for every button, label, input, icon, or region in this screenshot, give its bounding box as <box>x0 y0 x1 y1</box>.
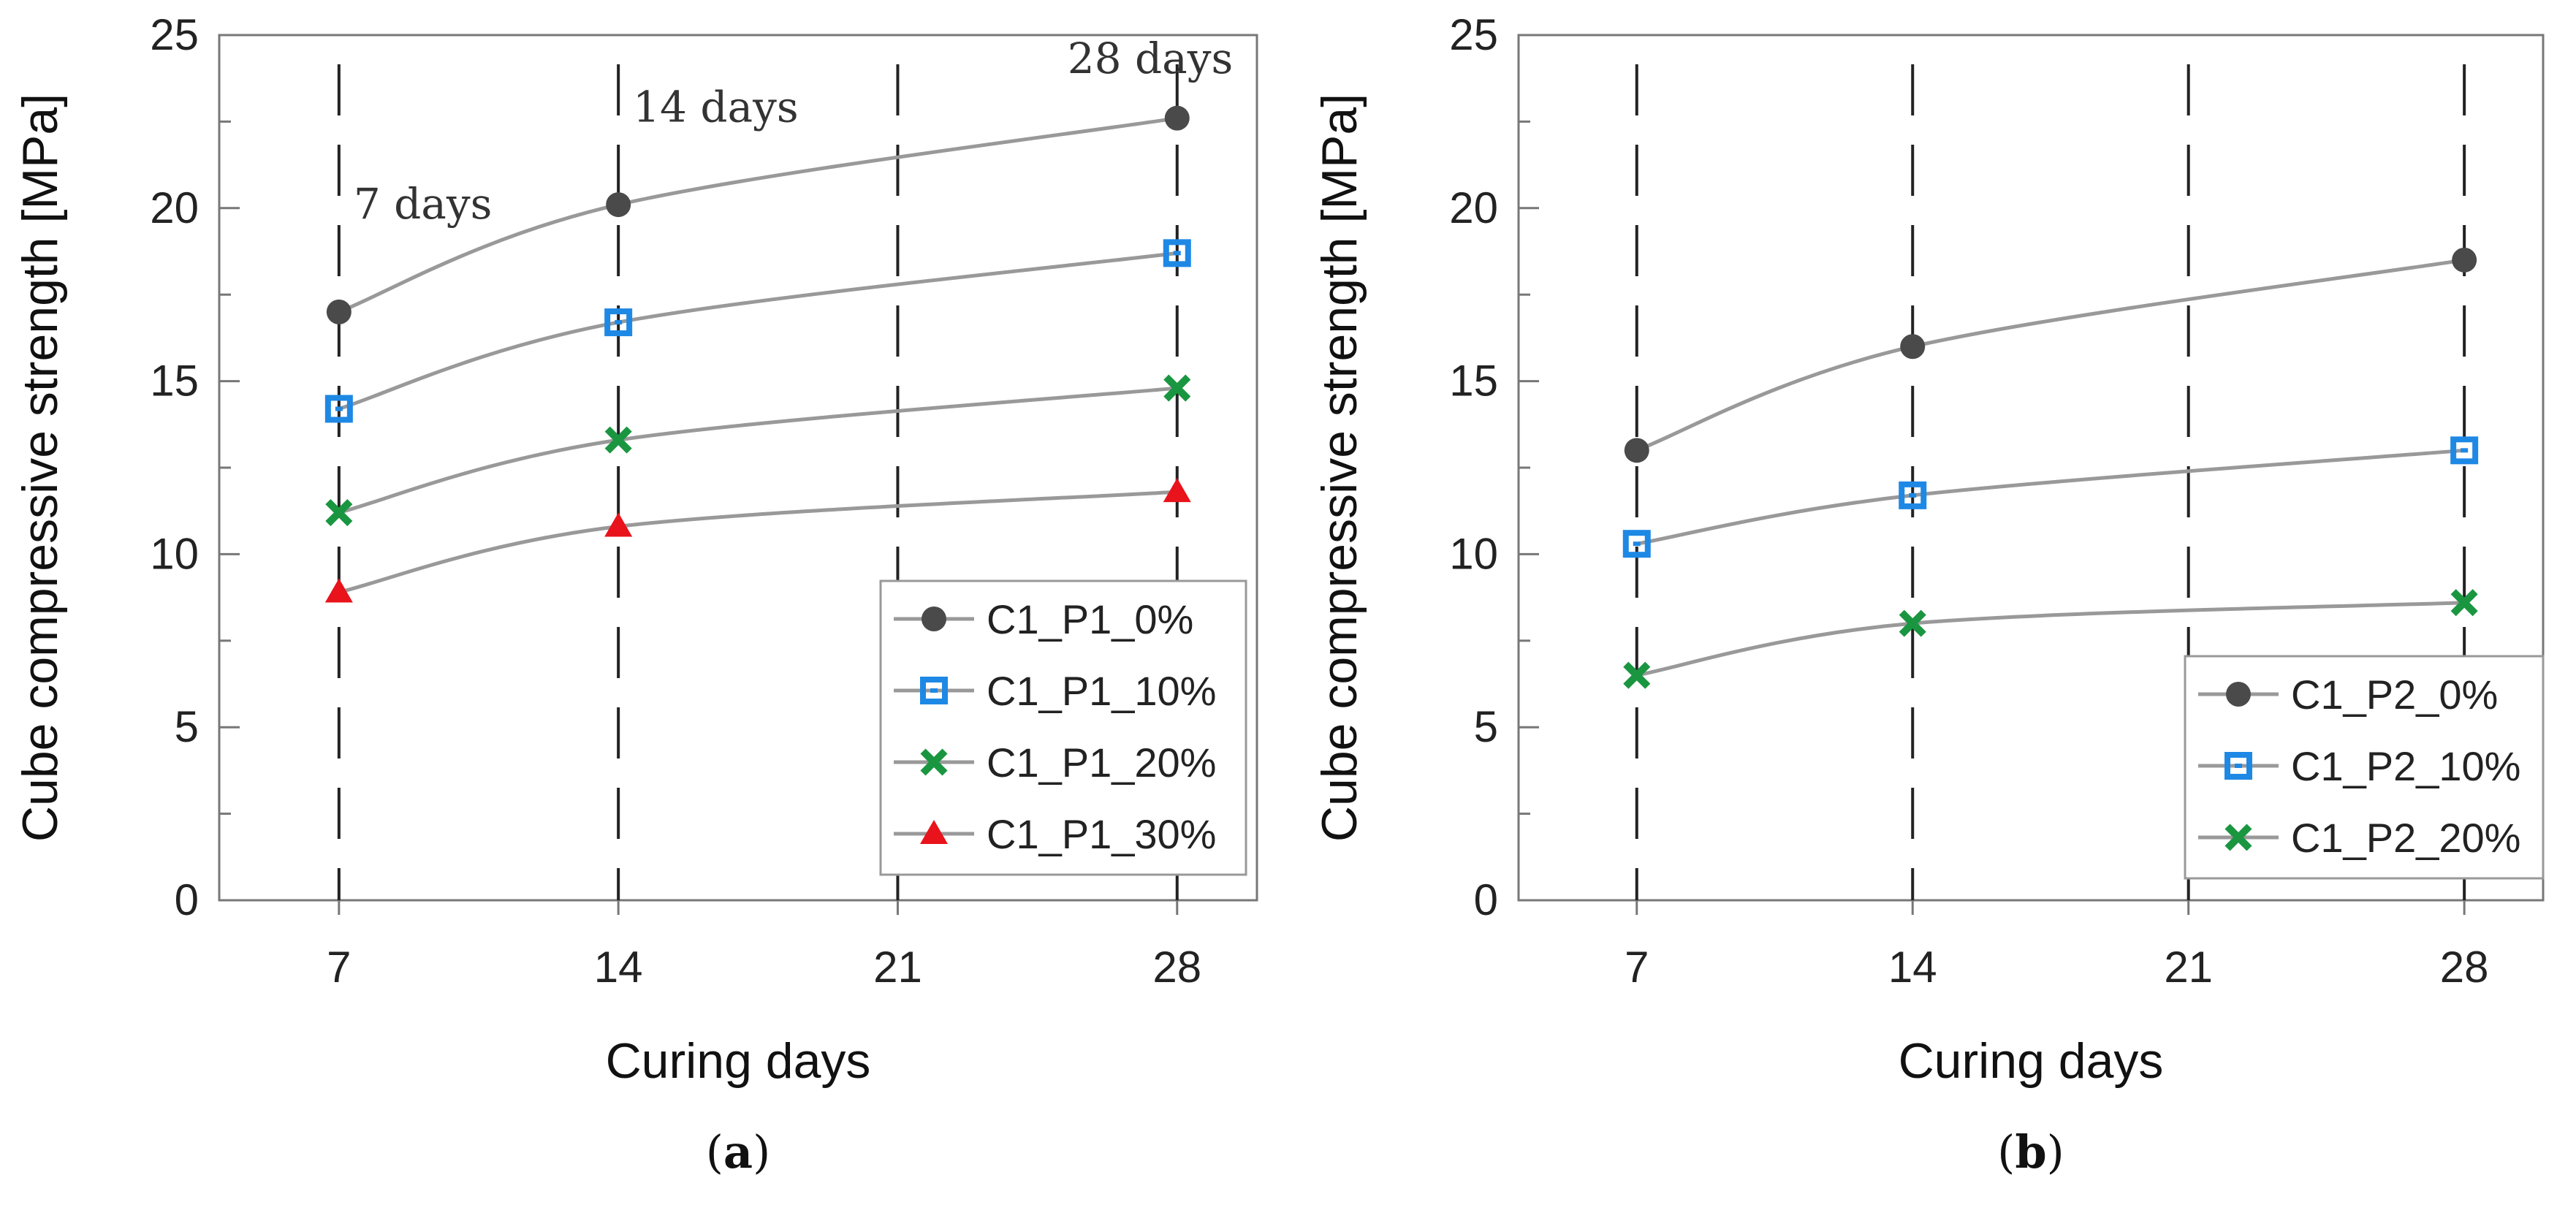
data-point <box>324 395 353 423</box>
caption-open: ( <box>706 1125 723 1179</box>
y-tick-label: 10 <box>150 529 199 578</box>
data-point <box>1623 661 1651 689</box>
y-tick-label: 20 <box>1449 183 1498 232</box>
y-tick-label: 15 <box>1449 357 1498 406</box>
data-point <box>606 192 631 218</box>
legend-entry: C1_P2_20% <box>2291 815 2520 861</box>
caption-close: ) <box>2047 1125 2064 1179</box>
y-tick-label: 0 <box>1474 875 1498 924</box>
x-tick-label: 7 <box>327 943 351 992</box>
data-point <box>2450 436 2479 465</box>
data-point <box>324 578 353 603</box>
series-line-C1_P2_10% <box>1636 448 2465 546</box>
y-tick-label: 20 <box>150 183 199 232</box>
legend-entry: C1_P1_20% <box>987 739 1216 786</box>
y-tick-label: 5 <box>1474 702 1498 751</box>
series-line-C1_P1_0% <box>338 116 1178 314</box>
panel-caption: (b) <box>1997 1125 2064 1179</box>
series-line-C1_P2_0% <box>1635 258 2465 452</box>
legend-marker <box>920 677 948 704</box>
data-point <box>325 499 353 527</box>
legend-marker <box>922 606 946 631</box>
data-point <box>1899 609 1926 637</box>
x-tick-label: 21 <box>2164 943 2213 992</box>
x-axis-title: Curing days <box>606 1033 871 1089</box>
panel-b: 0 5 10 15 20 25 7 14 21 28 Curing days Cube compres… <box>1312 10 2545 1179</box>
caption-open: ( <box>1997 1125 2015 1179</box>
legend-entry: C1_P1_10% <box>987 668 1216 714</box>
data-point <box>1900 334 1926 360</box>
data-point <box>1624 438 1649 463</box>
legend-entry: C1_P1_0% <box>987 596 1193 642</box>
y-tick-label: 10 <box>1449 529 1498 578</box>
data-point <box>604 308 633 337</box>
data-point <box>1164 105 1190 131</box>
data-point <box>604 426 632 454</box>
legend-entry: C1_P1_30% <box>987 811 1216 857</box>
y-tick-label: 15 <box>150 357 199 406</box>
caption-letter: b <box>2015 1125 2046 1179</box>
legend-entry: C1_P2_0% <box>2291 672 2498 718</box>
y-tick-label: 25 <box>150 10 199 59</box>
data-point <box>1163 478 1191 503</box>
series-line-C1_P1_10% <box>338 251 1178 411</box>
legend-entry: C1_P2_10% <box>2291 743 2520 789</box>
caption-letter: a <box>723 1125 753 1179</box>
legend: C1_P2_0% C1_P2_10% C1_P2_20% <box>2184 655 2545 880</box>
legend-marker <box>2226 682 2251 707</box>
annotation: 7 days <box>354 179 493 229</box>
series-line-C1_P2_20% <box>1636 601 2465 677</box>
x-tick-label: 7 <box>1625 943 1649 992</box>
panel-a: 0 5 10 15 20 25 7 14 21 28 Curing days Cube compres… <box>12 10 1258 1179</box>
x-tick-label: 21 <box>873 943 922 992</box>
x-tick-label: 14 <box>1888 943 1937 992</box>
annotation: 28 days <box>1068 34 1233 83</box>
y-axis-title: Cube compressive strength [MPa] <box>12 94 68 842</box>
legend-marker <box>2224 752 2252 780</box>
y-axis-title: Cube compressive strength [MPa] <box>1312 94 1367 842</box>
data-point <box>1899 481 1927 509</box>
data-point <box>1163 239 1191 267</box>
y-tick-label: 0 <box>175 875 199 924</box>
legend: C1_P1_0% C1_P1_10% C1_P1_20% C1_P1_30% <box>879 579 1247 876</box>
x-tick-label: 14 <box>594 943 643 992</box>
legend-box <box>879 579 1247 876</box>
x-tick-label: 28 <box>2440 943 2489 992</box>
data-point <box>1163 374 1191 402</box>
legend-marker <box>920 748 948 776</box>
data-point <box>326 299 352 324</box>
caption-close: ) <box>753 1125 770 1179</box>
data-point <box>1622 530 1651 558</box>
data-point <box>604 512 633 537</box>
legend-marker <box>920 820 948 844</box>
panel-caption: (a) <box>706 1125 771 1179</box>
legend-marker <box>2224 824 2252 851</box>
x-axis-title: Curing days <box>1899 1033 2164 1089</box>
series-line-C1_P1_30% <box>338 490 1177 594</box>
data-point <box>2450 589 2478 617</box>
y-tick-label: 25 <box>1449 10 1498 59</box>
x-tick-label: 28 <box>1152 943 1201 992</box>
y-tick-label: 5 <box>175 702 199 751</box>
data-point <box>2452 247 2477 273</box>
series-line-C1_P1_20% <box>338 386 1178 514</box>
annotation: 14 days <box>633 82 798 132</box>
